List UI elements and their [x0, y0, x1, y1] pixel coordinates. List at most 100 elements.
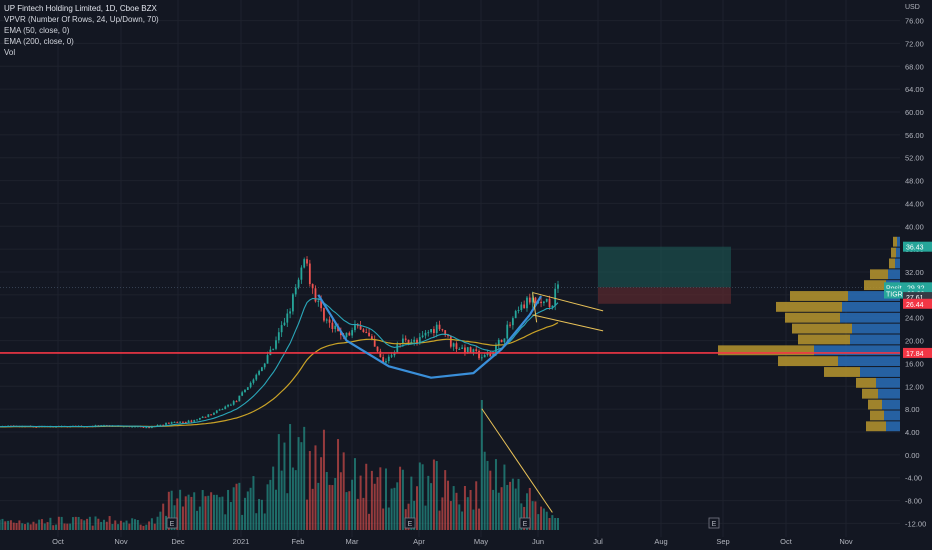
volume-bar — [280, 470, 283, 530]
candle-body — [198, 417, 201, 420]
volume-bar — [438, 510, 441, 530]
symbol-title[interactable]: UP Fintech Holding Limited, 1D, Cboe BZX — [4, 4, 157, 13]
volume-bar — [12, 522, 15, 530]
volume-bar — [554, 518, 557, 530]
indicator-volume[interactable]: Vol — [4, 48, 16, 57]
candle-body — [500, 339, 503, 343]
x-tick-label: 2021 — [233, 537, 250, 546]
volume-bar — [196, 510, 199, 530]
x-tick-label: Jul — [593, 537, 603, 546]
volume-bar — [542, 508, 545, 530]
volume-bar — [269, 479, 272, 530]
candle-body — [173, 421, 176, 423]
volume-bar — [260, 499, 263, 530]
indicator-ema50[interactable]: EMA (50, close, 0) — [4, 26, 70, 35]
volume-bar — [322, 429, 325, 530]
svg-text:17.84: 17.84 — [906, 351, 924, 358]
volume-profile-row-up — [860, 367, 900, 377]
y-tick-label: 20.00 — [905, 337, 924, 346]
volume-bar — [387, 507, 390, 530]
volume-bar — [297, 437, 300, 530]
candle-body — [438, 324, 441, 330]
volume-bar — [469, 489, 472, 530]
candle-body — [356, 325, 359, 327]
y-tick-label: 44.00 — [905, 199, 924, 208]
candle-body — [418, 337, 421, 344]
candle-body — [557, 284, 559, 289]
volume-bar — [475, 481, 478, 530]
candle-body — [472, 349, 475, 354]
volume-bar — [551, 515, 554, 530]
volume-bar — [359, 475, 362, 530]
y-tick-label: 56.00 — [905, 131, 924, 140]
candle-body — [345, 332, 348, 338]
candle-body — [483, 354, 486, 358]
volume-bar — [134, 519, 136, 530]
volume-bar — [193, 492, 196, 530]
volume-bar — [55, 524, 58, 530]
volume-bar — [179, 489, 182, 530]
candle-body — [325, 319, 328, 321]
candle-body — [261, 367, 263, 372]
volume-bar — [7, 520, 10, 530]
volume-bar — [80, 519, 83, 530]
volume-profile-row-down — [856, 377, 876, 388]
volume-bar — [249, 487, 252, 530]
candle-body — [283, 322, 286, 326]
candle-body — [444, 330, 447, 336]
volume-bars — [0, 400, 559, 530]
x-tick-label: Oct — [52, 537, 65, 546]
volume-bar — [153, 523, 156, 530]
volume-bar — [331, 485, 334, 530]
y-tick-label: 52.00 — [905, 154, 924, 163]
volume-profile-row-down — [864, 280, 886, 291]
volume-profile-row-down — [792, 323, 852, 334]
candle-body — [213, 412, 215, 415]
volume-bar — [165, 515, 168, 530]
volume-bar — [252, 476, 255, 530]
volume-profile-row-up — [814, 345, 900, 356]
y-tick-label: 60.00 — [905, 108, 924, 117]
volume-bar — [500, 487, 503, 530]
volume-bar — [91, 525, 94, 530]
volume-bar — [24, 524, 27, 530]
volume-bar — [162, 503, 165, 530]
indicator-ema200[interactable]: EMA (200, close, 0) — [4, 37, 74, 46]
x-tick-label: Oct — [780, 537, 793, 546]
candle-body — [201, 416, 204, 418]
volume-bar — [286, 493, 289, 530]
volume-bar — [97, 518, 100, 530]
candle-body — [424, 332, 427, 336]
candle-body — [387, 356, 390, 362]
volume-bar — [365, 463, 368, 530]
candle-body — [413, 339, 416, 342]
candle-body — [292, 294, 294, 312]
candle-body — [286, 313, 289, 323]
volume-bar — [111, 524, 114, 530]
volume-profile-row-down — [889, 258, 895, 269]
volume-bar — [52, 525, 55, 530]
candle-body — [376, 346, 379, 352]
volume-bar — [294, 470, 297, 530]
candle-body — [297, 279, 300, 288]
indicator-vpvr[interactable]: VPVR (Number Of Rows, 24, Up/Down, 70) — [4, 15, 159, 24]
volume-bar — [246, 491, 249, 530]
volume-bar — [393, 487, 396, 530]
price-axis-background — [900, 0, 932, 550]
y-tick-label: 4.00 — [905, 428, 920, 437]
volume-bar — [258, 498, 261, 530]
candle-body — [311, 284, 314, 289]
volume-bar — [235, 483, 238, 530]
volume-bar — [416, 486, 418, 530]
volume-bar — [26, 522, 29, 530]
volume-bar — [0, 519, 1, 530]
candle-body — [294, 287, 297, 295]
volume-profile-row-up — [886, 421, 900, 432]
volume-profile-row-up — [882, 399, 900, 410]
volume-bar — [136, 519, 139, 530]
volume-bar — [373, 483, 376, 530]
volume-bar — [300, 442, 303, 530]
volume-bar — [441, 497, 444, 530]
